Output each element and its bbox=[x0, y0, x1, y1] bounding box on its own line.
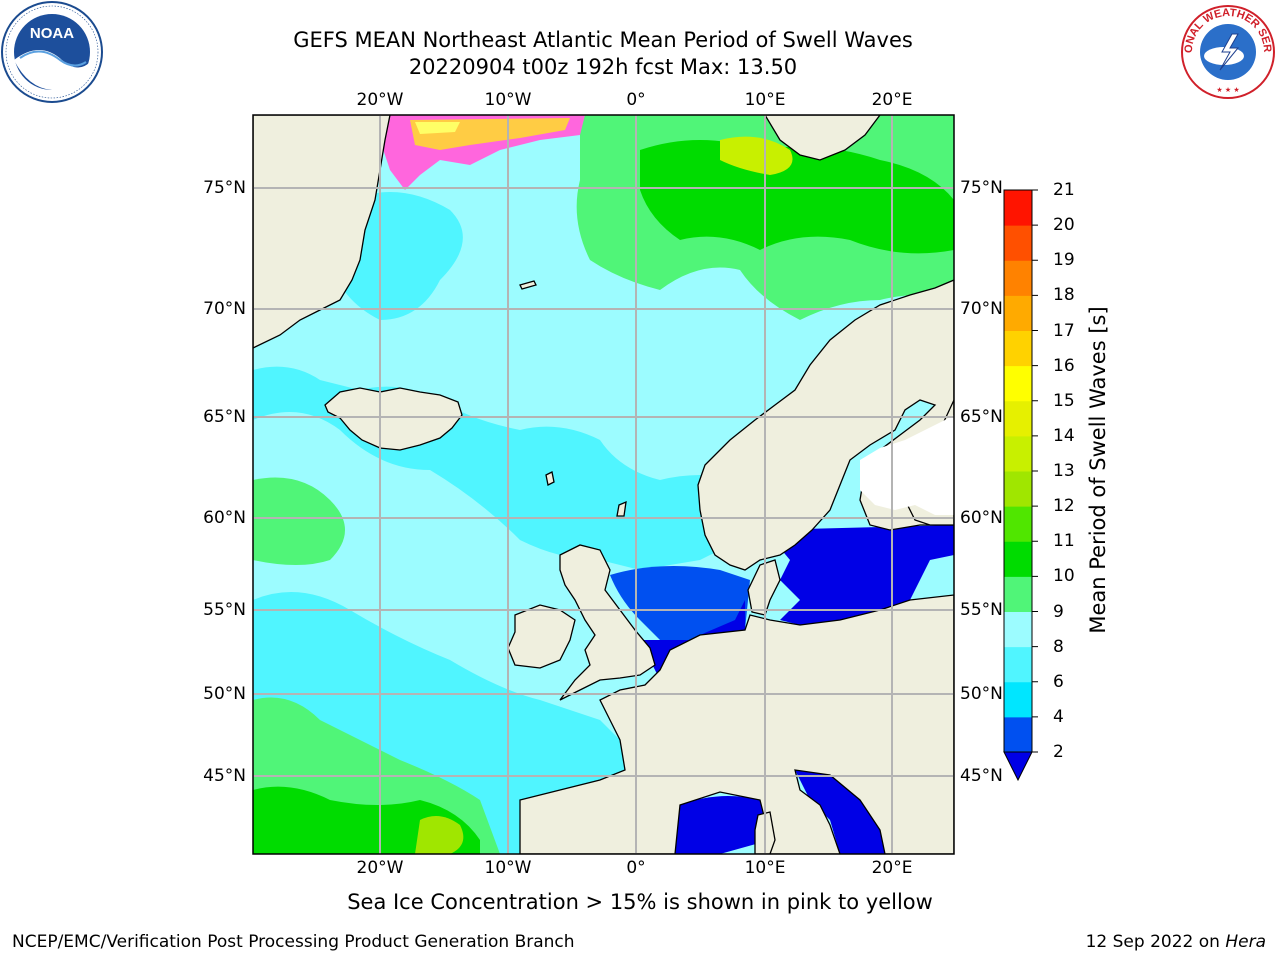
latitude-label: 50°N bbox=[203, 684, 246, 704]
footer-branch: NCEP/EMC/Verification Post Processing Pr… bbox=[12, 932, 575, 952]
colorbar-segment bbox=[1004, 611, 1032, 648]
noaa-logo-text: NOAA bbox=[30, 25, 74, 42]
colorbar-tick-label: 17 bbox=[1053, 320, 1075, 341]
colorbar-tick-label: 21 bbox=[1053, 180, 1075, 200]
colorbar-segment bbox=[1004, 506, 1032, 542]
colorbar-title: Mean Period of Swell Waves [s] bbox=[1086, 306, 1110, 634]
colorbar-segment bbox=[1004, 681, 1032, 718]
swell-12s-region bbox=[720, 136, 793, 175]
longitude-label: 10°E bbox=[744, 90, 786, 110]
colorbar-segment bbox=[1004, 716, 1032, 753]
sea-ice-caption: Sea Ice Concentration > 15% is shown in … bbox=[347, 890, 933, 914]
longitude-label: 10°W bbox=[484, 90, 532, 110]
swell-2-4s-region bbox=[795, 770, 885, 854]
footer-date: 12 Sep 2022 on Hera bbox=[1086, 932, 1266, 952]
graticule bbox=[253, 115, 954, 854]
longitude-label: 0° bbox=[626, 858, 646, 878]
colorbar-tick-label: 13 bbox=[1053, 461, 1075, 481]
colorbar-tick-label: 4 bbox=[1053, 706, 1064, 727]
colorbar-segment bbox=[1004, 190, 1032, 226]
latitude-label: 55°N bbox=[203, 600, 246, 620]
svg-text:★ ★ ★: ★ ★ ★ bbox=[1216, 86, 1239, 94]
swell-9-11s-region bbox=[640, 140, 954, 254]
latitude-label: 65°N bbox=[203, 407, 246, 427]
great-britain-land bbox=[559, 544, 656, 701]
colorbar-segment bbox=[1004, 400, 1032, 437]
latitude-label: 70°N bbox=[203, 299, 246, 319]
swell-9-11s-region bbox=[253, 477, 345, 565]
latitude-label: 60°N bbox=[203, 508, 246, 528]
latitude-label: 45°N bbox=[960, 766, 1003, 786]
latitude-label: 50°N bbox=[960, 684, 1003, 704]
svalbard-land bbox=[764, 115, 881, 161]
colorbar-segment bbox=[1004, 225, 1032, 261]
longitude-label: 20°E bbox=[871, 858, 913, 878]
ireland-land bbox=[507, 604, 576, 669]
colorbar-tick-label: 9 bbox=[1053, 601, 1064, 622]
faroe-islands-land bbox=[545, 471, 555, 486]
colorbar-tick-label: 10 bbox=[1053, 566, 1075, 587]
colorbar-segment bbox=[1004, 471, 1032, 507]
colorbar-segment bbox=[1004, 295, 1032, 331]
colorbar-segment bbox=[1004, 365, 1032, 402]
colorbar-segment bbox=[1004, 646, 1032, 683]
latitude-label: 45°N bbox=[203, 766, 246, 786]
latitude-label: 75°N bbox=[960, 178, 1003, 198]
shetland-land bbox=[616, 500, 627, 517]
colorbar-tick-label: 8 bbox=[1053, 636, 1064, 657]
colorbar-tick-label: 16 bbox=[1053, 355, 1075, 376]
map-title: GEFS MEAN Northeast Atlantic Mean Period… bbox=[293, 28, 913, 52]
footer-machine: Hera bbox=[1225, 932, 1266, 952]
colorbar-tick-label: 18 bbox=[1053, 285, 1075, 306]
colorbar-tick-label: 2 bbox=[1053, 742, 1064, 762]
map-frame bbox=[252, 114, 955, 855]
colorbar-tick-label: 15 bbox=[1053, 390, 1075, 411]
colorbar-tick-label: 14 bbox=[1053, 425, 1075, 446]
latitude-label: 75°N bbox=[203, 178, 246, 198]
latitude-label: 55°N bbox=[960, 600, 1003, 620]
noaa-logo: NOAA bbox=[1, 1, 103, 103]
swell-12s-region bbox=[415, 816, 464, 854]
colorbar bbox=[1003, 189, 1038, 782]
longitude-label: 20°E bbox=[871, 90, 913, 110]
colorbar-segment bbox=[1004, 576, 1032, 612]
colorbar-segment bbox=[1004, 330, 1032, 367]
jan-mayen-land bbox=[519, 280, 537, 290]
colorbar-segment bbox=[1004, 541, 1032, 577]
map-subtitle: 20220904 t00z 192h fcst Max: 13.50 bbox=[408, 55, 798, 79]
longitude-label: 0° bbox=[626, 90, 646, 110]
greenland-land bbox=[253, 115, 391, 349]
longitude-label: 10°E bbox=[744, 858, 786, 878]
sea-ice-region bbox=[415, 122, 460, 134]
latitude-label: 65°N bbox=[960, 407, 1003, 427]
latitude-label: 70°N bbox=[960, 299, 1003, 319]
colorbar-tick-label: 12 bbox=[1053, 496, 1075, 517]
colorbar-tick-label: 20 bbox=[1053, 215, 1075, 236]
latitude-label: 60°N bbox=[960, 508, 1003, 528]
colorbar-under-triangle bbox=[1003, 751, 1033, 782]
colorbar-tick-label: 19 bbox=[1053, 250, 1075, 271]
continental-europe-land bbox=[519, 594, 954, 854]
footer-date-text: 12 Sep 2022 on bbox=[1085, 932, 1226, 952]
colorbar-tick-label: 6 bbox=[1053, 671, 1064, 692]
colorbar-tick-label: 11 bbox=[1053, 531, 1075, 552]
swell-2-4s-region bbox=[765, 525, 954, 625]
swell-2-4s-region bbox=[675, 796, 770, 854]
colorbar-segment bbox=[1004, 260, 1032, 296]
swell-2-4s-region bbox=[610, 566, 750, 645]
longitude-label: 20°W bbox=[356, 858, 404, 878]
longitude-label: 20°W bbox=[356, 90, 404, 110]
nws-logo: NATIONAL WEATHER SERVICE ★ ★ ★ bbox=[1176, 0, 1275, 99]
lake bbox=[860, 415, 954, 515]
colorbar-segment bbox=[1004, 435, 1032, 472]
longitude-label: 10°W bbox=[484, 858, 532, 878]
